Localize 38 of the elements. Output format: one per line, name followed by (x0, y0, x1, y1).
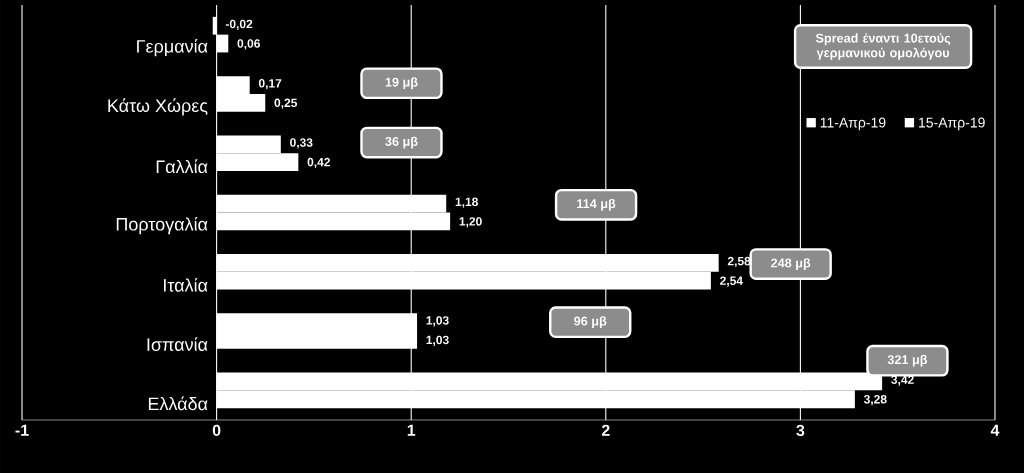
data-label: 1,03 (426, 316, 449, 327)
chart-title: Spread έναντι 10ετούς γερμανικού ομολόγου (815, 33, 951, 60)
bar (212, 16, 217, 35)
x-tick-label: 3 (796, 424, 805, 437)
legend-label: 11-Απρ-19 (820, 117, 886, 131)
y-tick-label: Πορτογαλία (116, 216, 208, 235)
bar (216, 34, 229, 53)
y-tick-label: Ισπανία (147, 337, 208, 351)
annotation: 114 μβ (577, 198, 616, 211)
x-tick-label: 2 (601, 424, 610, 436)
annotation: 248 μβ (771, 258, 811, 270)
y-tick-label: Κάτω Χώρες (108, 98, 208, 116)
annotation: 36 μβ (385, 136, 418, 149)
annotation: 96 μβ (574, 316, 607, 329)
data-label: 3,42 (891, 375, 914, 386)
x-tick-label: 1 (407, 424, 416, 436)
data-label: 0,42 (307, 157, 330, 169)
data-label: 1,20 (459, 217, 482, 228)
y-tick-label: Ελλάδα (148, 396, 208, 411)
y-tick-label: Γαλλία (156, 159, 208, 174)
annotation: 321 μβ (887, 354, 928, 367)
y-tick-label: Ιταλία (163, 277, 208, 292)
data-label: 1,18 (455, 197, 478, 208)
x-tick-label: 0 (212, 424, 221, 437)
data-label: 0,17 (258, 79, 282, 90)
data-label: 0,25 (274, 98, 298, 109)
x-tick-label: 4 (990, 424, 1000, 436)
data-label: 1,03 (426, 335, 449, 346)
data-label: 0,33 (290, 138, 313, 149)
annotation: 19 μβ (385, 77, 418, 90)
legend-label: 15-Απρ-19 (919, 117, 985, 131)
data-label: 0,06 (237, 39, 260, 50)
y-tick-label: Γερμανία (137, 39, 208, 57)
data-label: 2,54 (720, 276, 743, 287)
data-label: -0,02 (225, 19, 253, 30)
data-label: 3,28 (863, 395, 887, 406)
x-tick-label: -1 (15, 424, 29, 436)
data-label: 2,58 (727, 256, 751, 268)
